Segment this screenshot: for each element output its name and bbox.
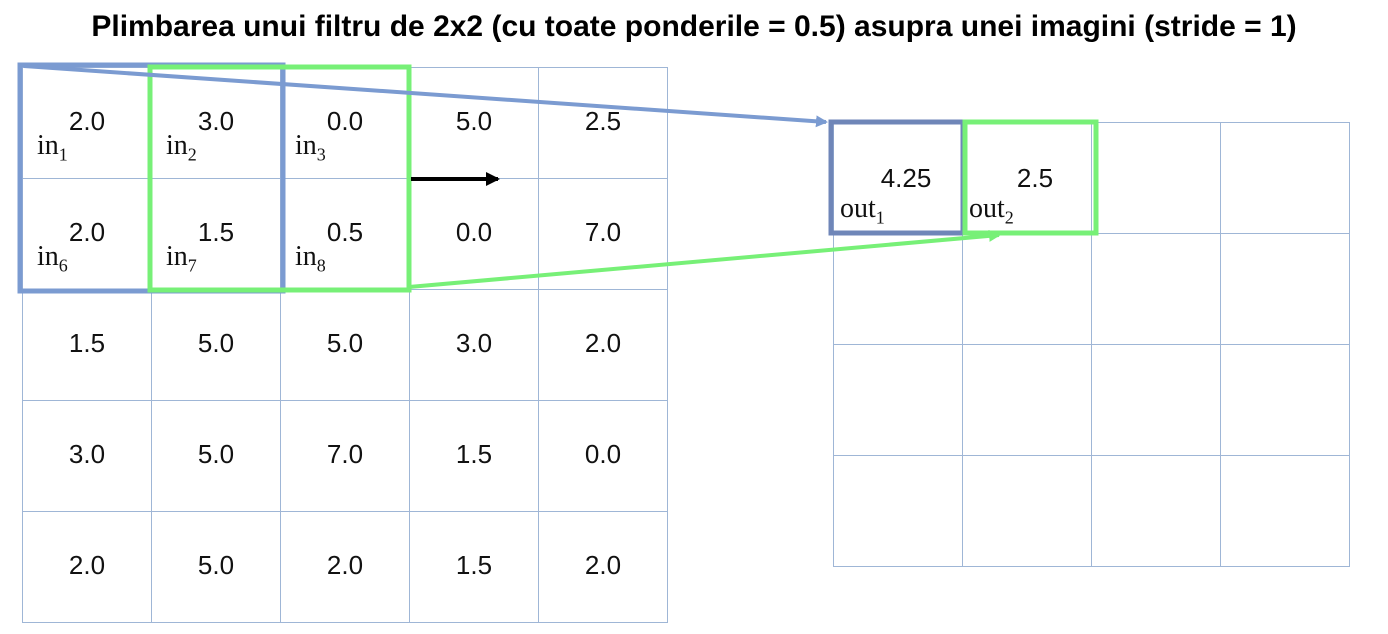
- output-cell-label: out2: [969, 193, 1014, 228]
- output-cell-r1-c1: 4.25 out1: [834, 123, 963, 234]
- output-cell-r1-c3: [1092, 123, 1221, 234]
- input-cell-value: 1.5: [68, 328, 106, 358]
- output-cell-r4-c2: [963, 456, 1092, 567]
- input-cell-r4-c1: 3.0: [23, 401, 152, 512]
- input-cell-r1-c2: 3.0 in2: [152, 68, 281, 179]
- output-cell-r2-c4: [1221, 234, 1350, 345]
- input-cell-r2-c1: 2.0 in6: [23, 179, 152, 290]
- input-cell-value: 2.0: [584, 550, 622, 580]
- input-cell-r1-c3: 0.0 in3: [281, 68, 410, 179]
- output-cell-r2-c2: [963, 234, 1092, 345]
- input-cell-value: 7.0: [584, 217, 622, 247]
- input-cell-r1-c5: 2.5: [539, 68, 668, 179]
- input-cell-r5-c2: 5.0: [152, 512, 281, 623]
- output-cell-label: out1: [840, 193, 885, 228]
- input-cell-value: 5.0: [455, 106, 493, 136]
- input-cell-r2-c3: 0.5 in8: [281, 179, 410, 290]
- output-cell-r4-c3: [1092, 456, 1221, 567]
- output-cell-r2-c1: [834, 234, 963, 345]
- input-cell-r1-c1: 2.0 in1: [23, 68, 152, 179]
- input-cell-r3-c5: 2.0: [539, 290, 668, 401]
- output-cell-r2-c3: [1092, 234, 1221, 345]
- output-feature-map-grid: 4.25 out1 2.5 out2: [833, 122, 1350, 567]
- output-cell-value: 4.25: [880, 163, 932, 193]
- input-cell-r2-c4: 0.0: [410, 179, 539, 290]
- input-cell-value: 0.0: [455, 217, 493, 247]
- input-cell-value: 1.5: [455, 439, 493, 469]
- input-cell-r5-c1: 2.0: [23, 512, 152, 623]
- input-cell-r3-c1: 1.5: [23, 290, 152, 401]
- input-cell-value: 5.0: [197, 328, 235, 358]
- input-cell-r2-c5: 7.0: [539, 179, 668, 290]
- input-cell-r3-c3: 5.0: [281, 290, 410, 401]
- output-cell-value: 2.5: [1016, 163, 1054, 193]
- output-cell-r4-c1: [834, 456, 963, 567]
- input-cell-value: 5.0: [326, 328, 364, 358]
- input-cell-r4-c5: 0.0: [539, 401, 668, 512]
- output-cell-r3-c2: [963, 345, 1092, 456]
- output-cell-r3-c1: [834, 345, 963, 456]
- input-cell-r5-c3: 2.0: [281, 512, 410, 623]
- input-cell-value: 5.0: [197, 550, 235, 580]
- input-cell-value: 1.5: [455, 550, 493, 580]
- input-cell-r2-c2: 1.5 in7: [152, 179, 281, 290]
- input-cell-r4-c2: 5.0: [152, 401, 281, 512]
- input-cell-label: in3: [295, 130, 326, 165]
- input-cell-label: in7: [166, 241, 197, 276]
- input-cell-r5-c4: 1.5: [410, 512, 539, 623]
- input-image-grid: 2.0 in1 3.0 in2 0.0 in3 5.0 2.5 2.0 in6 1.5 in7 0.5 i…: [22, 67, 668, 623]
- input-cell-r3-c2: 5.0: [152, 290, 281, 401]
- input-cell-r1-c4: 5.0: [410, 68, 539, 179]
- output-cell-r1-c4: [1221, 123, 1350, 234]
- input-cell-label: in1: [37, 130, 68, 165]
- input-cell-value: 2.0: [584, 328, 622, 358]
- input-cell-r4-c4: 1.5: [410, 401, 539, 512]
- input-cell-value: 3.0: [455, 328, 493, 358]
- input-cell-r4-c3: 7.0: [281, 401, 410, 512]
- input-cell-value: 2.5: [584, 106, 622, 136]
- output-cell-r4-c4: [1221, 456, 1350, 567]
- output-cell-r1-c2: 2.5 out2: [963, 123, 1092, 234]
- input-cell-value: 7.0: [326, 439, 364, 469]
- input-cell-value: 5.0: [197, 439, 235, 469]
- diagram-title: Plimbarea unui filtru de 2x2 (cu toate p…: [91, 10, 1297, 43]
- input-cell-r5-c5: 2.0: [539, 512, 668, 623]
- output-cell-r3-c4: [1221, 345, 1350, 456]
- input-cell-value: 3.0: [68, 439, 106, 469]
- input-cell-r3-c4: 3.0: [410, 290, 539, 401]
- input-cell-value: 2.0: [326, 550, 364, 580]
- output-cell-r3-c3: [1092, 345, 1221, 456]
- input-cell-value: 0.0: [584, 439, 622, 469]
- input-cell-label: in2: [166, 130, 197, 165]
- input-cell-value: 2.0: [68, 550, 106, 580]
- input-cell-label: in8: [295, 241, 326, 276]
- input-cell-label: in6: [37, 241, 68, 276]
